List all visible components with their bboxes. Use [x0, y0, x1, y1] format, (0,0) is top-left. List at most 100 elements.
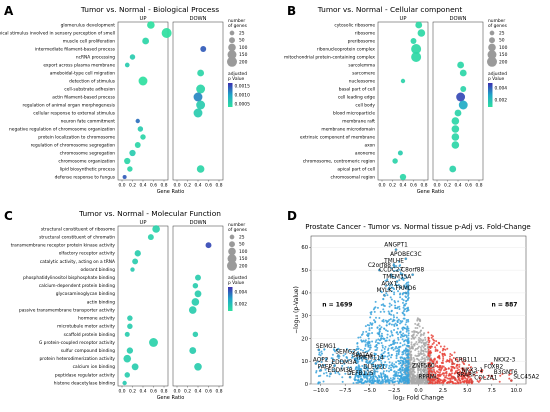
volcano-point: [351, 354, 354, 357]
volcano-point: [451, 360, 454, 363]
volcano-point: [401, 293, 404, 296]
panel-title: Tumor vs. Normal - Molecular Function: [78, 209, 221, 218]
go-term-label: negative regulation of chromosome organi…: [9, 126, 115, 132]
volcano-point: [392, 348, 395, 351]
volcano-point: [361, 358, 364, 361]
labeled-gene-point: [422, 369, 425, 372]
go-term-label: glycosaminoglycan binding: [56, 291, 116, 297]
volcano-point: [355, 366, 358, 369]
volcano-points: [315, 260, 512, 385]
go-term-label: regulation of animal organ morphogenesis: [23, 102, 116, 108]
volcano-point: [394, 307, 397, 310]
x-tick-label: 0.4: [140, 183, 147, 189]
volcano-point: [368, 329, 371, 332]
volcano-point: [360, 377, 363, 380]
x-tick-label: 2.5: [439, 388, 447, 394]
volcano-point: [417, 350, 420, 353]
volcano-point: [371, 382, 374, 385]
volcano-point: [407, 309, 410, 312]
volcano-point: [405, 296, 408, 299]
volcano-point: [397, 283, 400, 286]
volcano-point: [416, 373, 419, 376]
data-point-up: [123, 354, 132, 363]
volcano-point: [399, 271, 402, 274]
volcano-point: [366, 359, 369, 362]
volcano-point: [432, 368, 435, 371]
volcano-point: [418, 325, 421, 328]
volcano-point: [429, 347, 432, 350]
volcano-point: [322, 380, 325, 383]
volcano-point: [398, 308, 401, 311]
data-point-down: [192, 331, 199, 338]
volcano-point: [401, 351, 404, 354]
go-term-label: ameboidal-type cell migration: [50, 70, 116, 76]
volcano-point: [418, 318, 421, 321]
volcano-point: [433, 371, 436, 374]
volcano-point: [459, 381, 462, 384]
volcano-point: [385, 339, 388, 342]
volcano-point: [425, 377, 428, 380]
volcano-point: [425, 350, 428, 353]
volcano-point: [413, 343, 416, 346]
volcano-point: [400, 334, 403, 337]
volcano-point: [373, 352, 376, 355]
go-term-label: peptidase regulator activity: [55, 372, 116, 378]
volcano-point: [427, 367, 430, 370]
facet-panel-up: [117, 21, 169, 181]
volcano-point: [454, 370, 457, 373]
go-term-label: hormone activity: [78, 316, 115, 322]
data-point-up: [127, 323, 133, 329]
volcano-point: [353, 378, 356, 381]
volcano-point: [364, 339, 367, 342]
x-tick-label: 10.0: [510, 388, 522, 394]
volcano-point: [365, 372, 368, 375]
volcano-point: [371, 356, 374, 359]
go-term-label: phosphatidylinositol bisphosphate bindin…: [23, 275, 115, 281]
volcano-point: [352, 382, 355, 385]
volcano-point: [417, 354, 420, 357]
volcano-point: [376, 370, 379, 373]
volcano-point: [370, 323, 373, 326]
volcano-point: [457, 376, 460, 379]
volcano-point: [461, 380, 464, 383]
volcano-point: [357, 356, 360, 359]
data-point-up: [124, 62, 130, 68]
volcano-point: [387, 380, 390, 383]
volcano-point: [422, 342, 425, 345]
volcano-point: [419, 337, 422, 340]
x-tick-label: 0.6: [150, 389, 157, 395]
volcano-point: [405, 376, 408, 379]
volcano-point: [405, 307, 408, 310]
volcano-point: [320, 350, 323, 353]
gene-label: SEMG1: [316, 344, 337, 350]
volcano-point: [373, 365, 376, 368]
volcano-point: [499, 374, 502, 377]
volcano-point: [420, 329, 423, 332]
volcano-point: [356, 371, 359, 374]
volcano-point: [388, 361, 391, 364]
volcano-point: [381, 344, 384, 347]
go-term-label: passive transmembrane transporter activi…: [19, 307, 115, 313]
volcano-point: [393, 266, 396, 269]
volcano-point: [396, 380, 399, 383]
volcano-point: [422, 362, 425, 365]
volcano-point: [376, 332, 379, 335]
panel-letter-d: D: [287, 209, 297, 223]
volcano-point: [389, 368, 392, 371]
volcano-point: [380, 359, 383, 362]
size-legend-dot: [489, 30, 495, 36]
volcano-point: [420, 348, 423, 351]
volcano-point: [355, 362, 358, 365]
volcano-point: [407, 290, 410, 293]
volcano-point: [423, 354, 426, 357]
volcano-point: [369, 344, 372, 347]
volcano-point: [449, 353, 452, 356]
volcano-point: [402, 332, 405, 335]
data-point-down: [458, 100, 468, 110]
volcano-point: [325, 358, 328, 361]
volcano-point: [420, 333, 423, 336]
volcano-point: [390, 363, 393, 366]
volcano-point: [423, 348, 426, 351]
volcano-point: [385, 369, 388, 372]
volcano-point: [395, 370, 398, 373]
